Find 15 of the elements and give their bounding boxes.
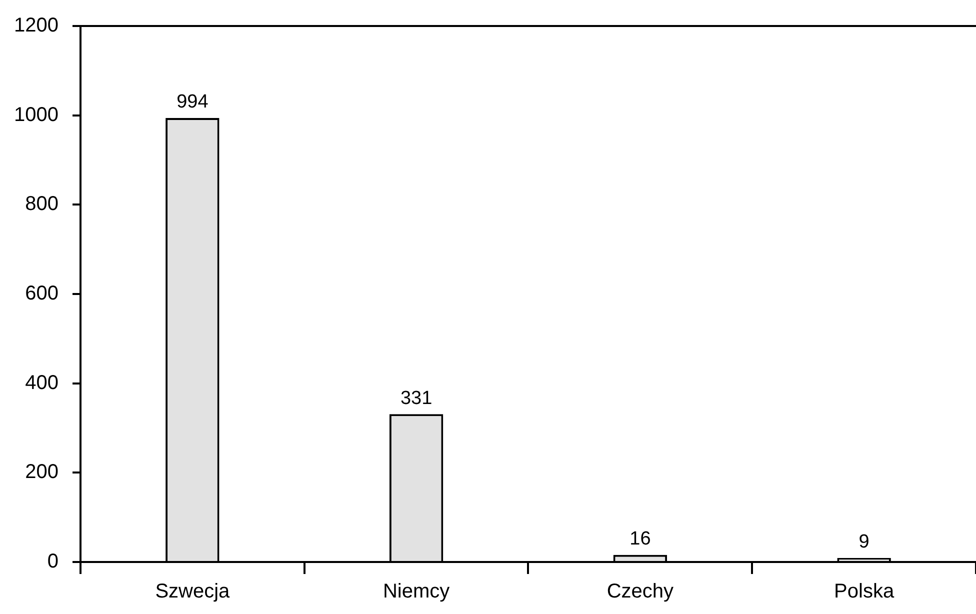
y-tick-label: 400: [25, 372, 58, 394]
y-tick-label: 600: [25, 282, 58, 305]
y-tick-label: 200: [25, 461, 58, 484]
y-tick-label: 0: [47, 550, 58, 573]
y-tick-label: 1000: [14, 104, 58, 126]
x-tick-label: Czechy: [606, 580, 674, 603]
x-tick-label: Szwecja: [155, 580, 231, 603]
data-label: 331: [400, 388, 432, 409]
data-label: 9: [858, 532, 870, 553]
x-tick-label: Niemcy: [382, 580, 450, 603]
y-tick-label: 800: [25, 193, 58, 216]
data-label: 16: [630, 528, 651, 550]
x-tick-label: Polska: [834, 580, 895, 603]
data-label: 994: [176, 92, 209, 113]
y-tick-label: 1200: [14, 14, 58, 37]
